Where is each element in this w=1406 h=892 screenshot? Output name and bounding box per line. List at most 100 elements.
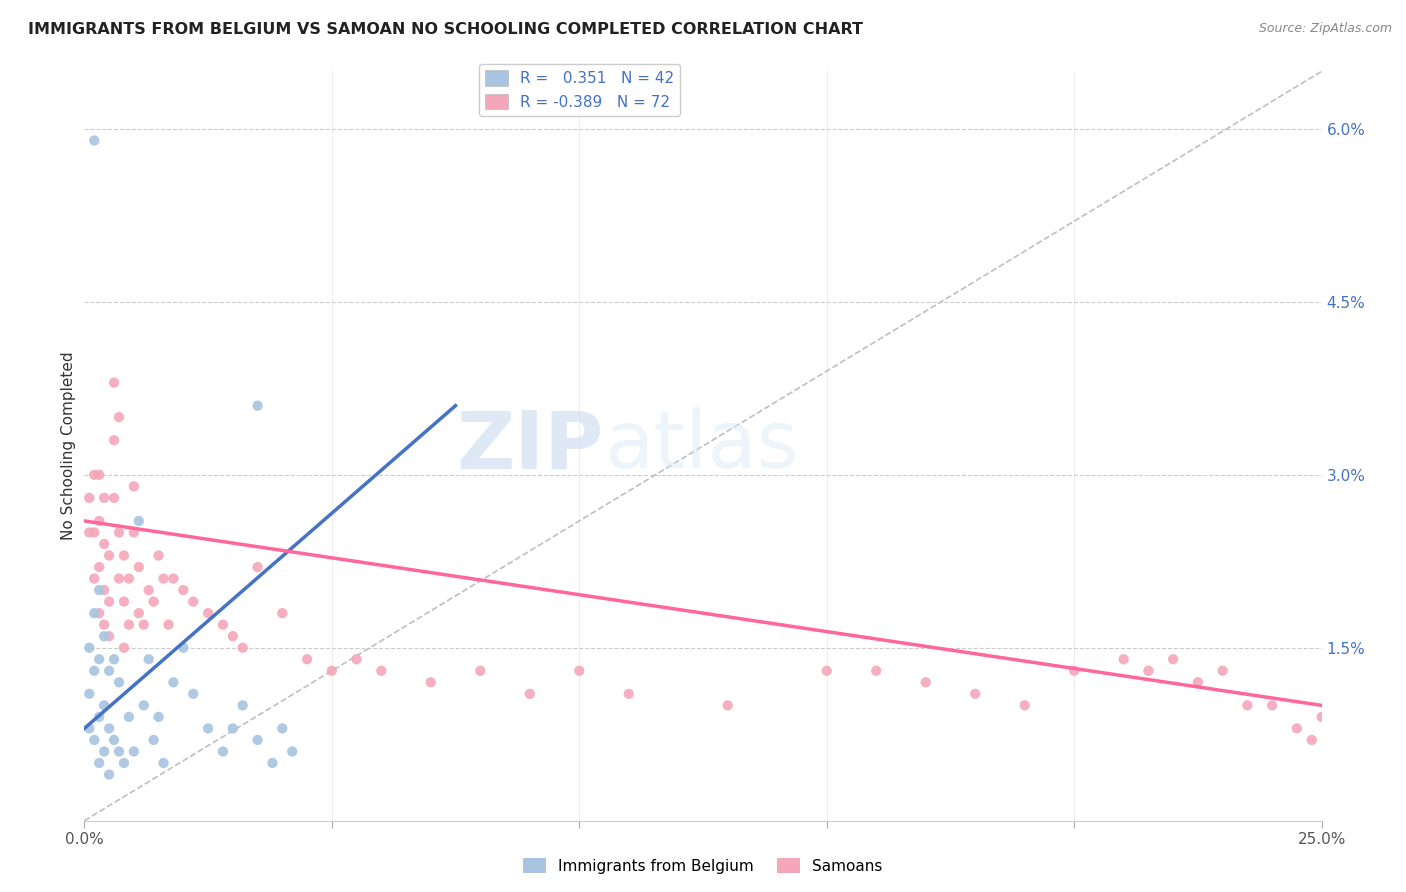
Point	[222, 629, 245, 643]
Point	[181, 687, 204, 701]
Point	[103, 434, 125, 448]
Point	[1261, 698, 1284, 713]
Point	[122, 525, 145, 540]
Point	[132, 698, 155, 713]
Point	[1212, 664, 1234, 678]
Point	[93, 491, 115, 505]
Point	[128, 560, 150, 574]
Point	[295, 652, 318, 666]
Point	[83, 525, 105, 540]
Point	[98, 594, 121, 608]
Point	[246, 733, 269, 747]
Point	[470, 664, 492, 678]
Point	[138, 583, 160, 598]
Point	[246, 560, 269, 574]
Point	[112, 549, 135, 563]
Point	[212, 617, 235, 632]
Point	[122, 479, 145, 493]
Point	[370, 664, 392, 678]
Point	[172, 583, 194, 598]
Point	[108, 572, 131, 586]
Point	[321, 664, 343, 678]
Point	[79, 491, 101, 505]
Point	[519, 687, 541, 701]
Text: atlas: atlas	[605, 407, 799, 485]
Point	[83, 467, 105, 482]
Point	[148, 549, 170, 563]
Point	[142, 594, 165, 608]
Point	[617, 687, 640, 701]
Text: Source: ZipAtlas.com: Source: ZipAtlas.com	[1258, 22, 1392, 36]
Point	[346, 652, 368, 666]
Point	[419, 675, 441, 690]
Point	[83, 733, 105, 747]
Point	[112, 756, 135, 770]
Point	[132, 617, 155, 632]
Point	[222, 722, 245, 736]
Point	[197, 606, 219, 620]
Point	[118, 710, 141, 724]
Point	[1161, 652, 1184, 666]
Point	[89, 606, 111, 620]
Point	[1014, 698, 1036, 713]
Y-axis label: No Schooling Completed: No Schooling Completed	[60, 351, 76, 541]
Point	[162, 572, 184, 586]
Point	[89, 710, 111, 724]
Point	[122, 744, 145, 758]
Point	[83, 572, 105, 586]
Point	[93, 583, 115, 598]
Point	[103, 733, 125, 747]
Point	[103, 376, 125, 390]
Point	[89, 560, 111, 574]
Point	[93, 537, 115, 551]
Legend: Immigrants from Belgium, Samoans: Immigrants from Belgium, Samoans	[517, 852, 889, 880]
Point	[152, 572, 174, 586]
Point	[1112, 652, 1135, 666]
Point	[108, 410, 131, 425]
Point	[162, 675, 184, 690]
Point	[118, 572, 141, 586]
Point	[83, 664, 105, 678]
Point	[89, 756, 111, 770]
Point	[93, 744, 115, 758]
Point	[118, 617, 141, 632]
Point	[89, 583, 111, 598]
Point	[79, 640, 101, 655]
Point	[232, 698, 254, 713]
Point	[148, 710, 170, 724]
Point	[157, 617, 180, 632]
Point	[79, 687, 101, 701]
Point	[246, 399, 269, 413]
Point	[172, 640, 194, 655]
Point	[98, 722, 121, 736]
Point	[271, 722, 294, 736]
Point	[89, 467, 111, 482]
Point	[98, 549, 121, 563]
Point	[103, 652, 125, 666]
Point	[262, 756, 284, 770]
Point	[1301, 733, 1323, 747]
Point	[89, 652, 111, 666]
Point	[152, 756, 174, 770]
Point	[1137, 664, 1160, 678]
Point	[128, 606, 150, 620]
Point	[914, 675, 936, 690]
Point	[108, 744, 131, 758]
Point	[1236, 698, 1258, 713]
Point	[112, 640, 135, 655]
Point	[142, 733, 165, 747]
Point	[232, 640, 254, 655]
Text: IMMIGRANTS FROM BELGIUM VS SAMOAN NO SCHOOLING COMPLETED CORRELATION CHART: IMMIGRANTS FROM BELGIUM VS SAMOAN NO SCH…	[28, 22, 863, 37]
Point	[79, 525, 101, 540]
Legend: R =   0.351   N = 42, R = -0.389   N = 72: R = 0.351 N = 42, R = -0.389 N = 72	[478, 64, 681, 116]
Point	[281, 744, 304, 758]
Point	[197, 722, 219, 736]
Point	[271, 606, 294, 620]
Point	[89, 514, 111, 528]
Point	[98, 664, 121, 678]
Point	[815, 664, 838, 678]
Point	[717, 698, 740, 713]
Point	[93, 698, 115, 713]
Point	[865, 664, 887, 678]
Point	[98, 767, 121, 781]
